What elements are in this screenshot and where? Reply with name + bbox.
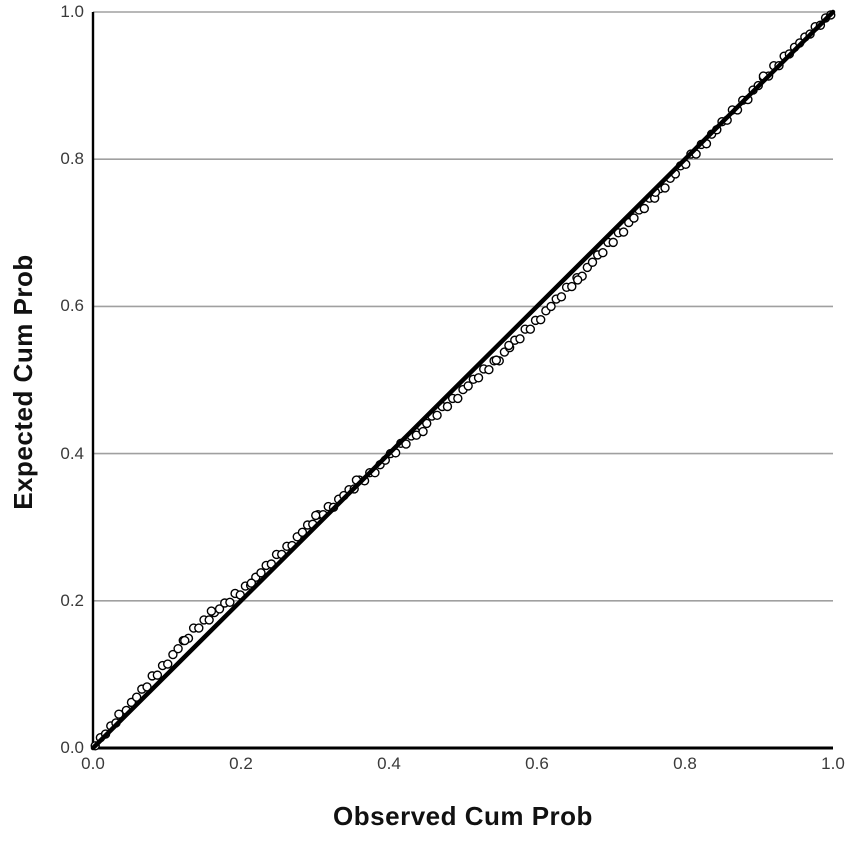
- scatter-point: [473, 373, 484, 383]
- scatter-point: [491, 355, 501, 365]
- y-tick-label-0.4: 0.4: [60, 444, 84, 463]
- scatter-point: [173, 643, 183, 654]
- scatter-point: [504, 340, 514, 351]
- scatter-point: [660, 183, 670, 193]
- scatter-point: [311, 510, 321, 521]
- reference-line: [90, 9, 836, 751]
- scatter-point: [573, 275, 583, 285]
- scatter-point: [204, 615, 214, 625]
- scatter-point: [546, 301, 556, 312]
- scatter-point: [114, 709, 124, 719]
- scatter-point: [639, 203, 649, 214]
- scatter-point: [142, 682, 152, 692]
- scatter-point: [525, 324, 536, 334]
- y-tick-label-1.0: 1.0: [60, 2, 84, 21]
- scatter-point: [256, 568, 266, 578]
- scatter-point: [152, 670, 163, 680]
- y-tick-label-0.2: 0.2: [60, 591, 84, 610]
- scatter-point: [225, 597, 235, 607]
- scatter-point: [484, 364, 494, 375]
- scatter-point: [206, 606, 217, 616]
- scatter-point: [598, 247, 608, 258]
- x-tick-label-0.4: 0.4: [377, 754, 401, 773]
- x-tick-label-0.0: 0.0: [81, 754, 105, 773]
- scatter-point: [180, 635, 190, 646]
- scatter-point: [608, 237, 618, 248]
- scatter-point: [442, 401, 453, 412]
- scatter-point: [556, 292, 567, 302]
- x-tick-label-0.6: 0.6: [525, 754, 549, 773]
- scatter-point: [587, 257, 598, 267]
- scatter-point: [246, 578, 257, 588]
- scatter-point: [131, 692, 142, 702]
- scatter-point: [567, 281, 577, 292]
- x-tick-label-0.2: 0.2: [229, 754, 253, 773]
- scatter-point: [629, 213, 639, 223]
- y-tick-label-0.0: 0.0: [60, 738, 84, 757]
- scatter-point: [163, 659, 173, 669]
- scatter-point: [297, 527, 308, 538]
- y-tick-label-0.8: 0.8: [60, 149, 84, 168]
- scatter-point: [194, 623, 204, 633]
- scatter-point: [168, 649, 178, 660]
- scatter-point: [463, 381, 473, 391]
- scatter-point: [515, 334, 525, 344]
- x-tick-label-0.8: 0.8: [673, 754, 697, 773]
- scatter-point: [432, 410, 442, 421]
- scatter-point: [418, 426, 428, 437]
- x-tick-label-1.0: 1.0: [821, 754, 845, 773]
- scatter-point: [422, 418, 432, 429]
- scatter-point: [618, 227, 629, 237]
- y-tick-label-0.6: 0.6: [60, 296, 84, 315]
- x-axis-title: Observed Cum Prob: [333, 801, 593, 831]
- scatter-point: [401, 439, 411, 449]
- scatter-point: [453, 393, 463, 404]
- y-axis-title: Expected Cum Prob: [8, 254, 38, 510]
- scatter-point: [536, 314, 546, 325]
